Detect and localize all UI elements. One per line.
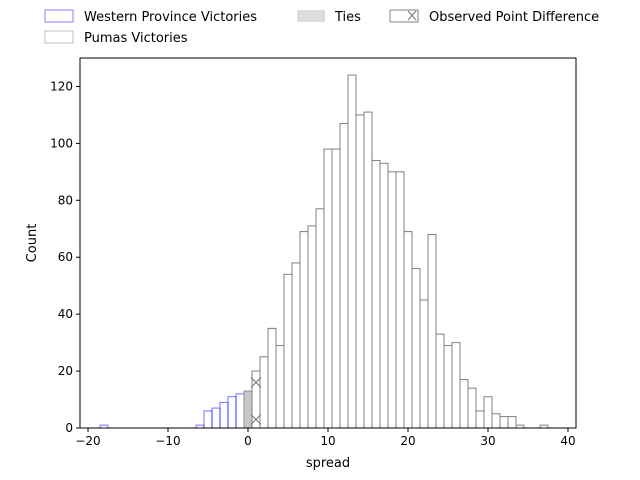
bar-pumas [323,148,333,429]
bar-pumas [371,159,381,429]
bar-pumas [259,356,269,429]
bar-western-province [235,393,245,429]
bar-pumas [299,231,309,429]
bar-pumas [307,225,317,429]
bar-pumas [483,396,493,429]
y-tick-label: 120 [50,79,73,93]
y-axis-ticks: 0 20 40 60 80 100 120 [50,79,80,435]
legend-item-ties: Ties [297,10,361,25]
y-axis-label: Count [25,224,40,263]
legend-item-observed: Observed Point Difference [389,9,599,25]
bar-western-province [227,396,237,429]
bar-pumas [443,344,453,429]
bar-pumas [331,148,341,429]
legend-label-western-province: Western Province Victories [84,10,257,25]
y-tick-label: 0 [65,421,73,435]
bar-pumas [459,379,469,429]
bar-pumas [267,327,277,429]
bar-pumas [451,342,461,429]
bar-ties [243,390,253,429]
legend-marker-observed [407,10,417,21]
legend-swatch-pumas [44,30,74,44]
legend-item-western-province: Western Province Victories [44,9,257,25]
observed-point-marker [250,414,262,425]
bar-pumas [387,171,397,429]
bar-pumas [283,273,293,429]
legend-label-observed: Observed Point Difference [429,10,599,25]
y-tick-label: 40 [58,307,73,321]
legend: Western Province Victories Pumas Victori… [44,9,599,46]
bars-layer [99,74,549,429]
observed-point-marker [250,377,262,388]
legend-label-ties: Ties [334,10,361,25]
bar-pumas [291,262,301,429]
legend-label-pumas: Pumas Victories [84,31,188,46]
x-axis-ticks: −20 −10 0 10 20 30 40 [75,428,576,448]
x-tick-label: 30 [480,434,495,448]
legend-swatch-ties [297,10,325,22]
bar-pumas [355,114,365,429]
y-tick-label: 60 [58,250,73,264]
bar-pumas [315,208,325,429]
bar-pumas [411,268,421,429]
bar-pumas [395,171,405,429]
bar-pumas [467,387,477,429]
plot-frame [79,57,577,429]
bar-pumas [427,233,437,429]
legend-swatch-observed [389,9,419,23]
bar-pumas [275,344,285,429]
bar-pumas [379,162,389,429]
x-axis-label: spread [306,456,350,471]
x-tick-label: 10 [320,434,335,448]
y-tick-label: 80 [58,193,73,207]
x-tick-label: −20 [75,434,100,448]
legend-swatch-western-province [44,9,74,23]
bar-pumas [491,413,501,429]
x-tick-label: 0 [244,434,252,448]
bar-pumas [507,416,517,429]
observed-markers-layer [250,377,262,425]
bar-pumas [403,231,413,429]
bar-pumas [435,333,445,429]
y-tick-label: 100 [50,136,73,150]
bar-pumas [363,111,373,429]
bar-western-province [219,401,229,429]
legend-item-pumas: Pumas Victories [44,30,188,46]
bar-pumas [499,416,509,429]
bar-western-province [211,407,221,429]
x-tick-label: −10 [155,434,180,448]
x-tick-label: 20 [400,434,415,448]
bar-pumas [339,122,349,429]
bar-western-province [203,410,213,429]
x-tick-label: 40 [560,434,575,448]
bar-pumas [475,410,485,429]
bar-pumas [419,299,429,429]
y-tick-label: 20 [58,364,73,378]
bar-pumas [347,74,357,429]
